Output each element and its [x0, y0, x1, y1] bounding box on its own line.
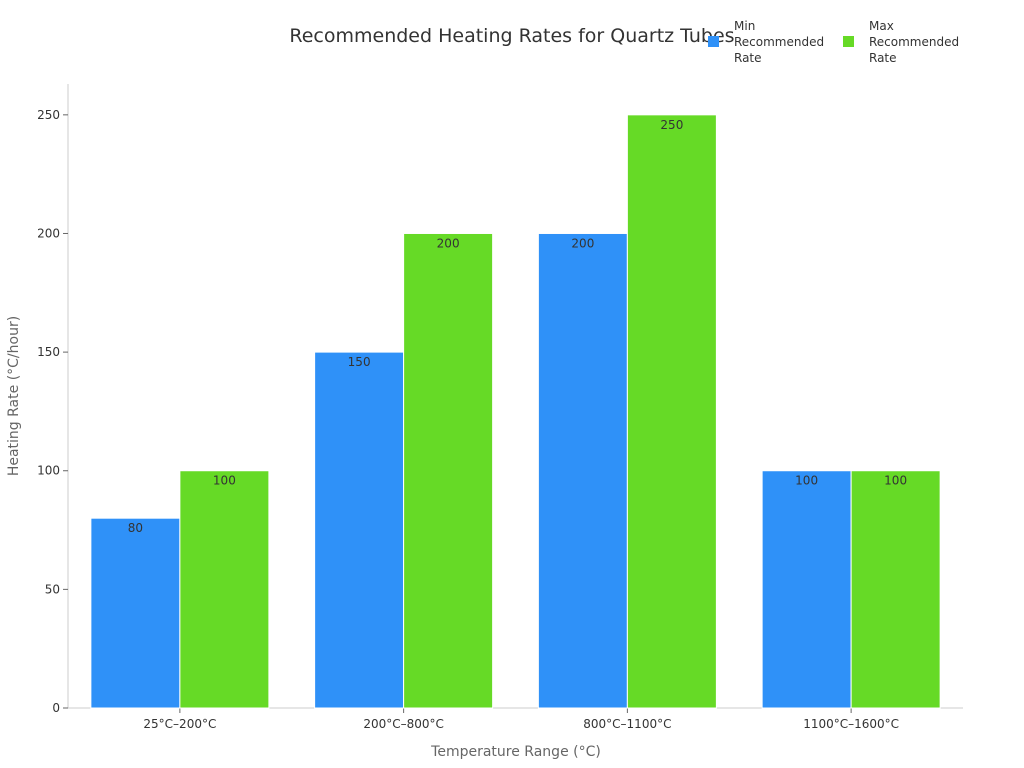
data-label: 250: [660, 118, 683, 132]
y-tick-label: 150: [37, 345, 60, 359]
y-tick-label: 50: [45, 582, 60, 596]
legend-label: Rate: [734, 51, 762, 65]
data-label: 200: [437, 236, 460, 250]
x-tick-label: 1100°C–1600°C: [803, 717, 899, 731]
data-label: 200: [571, 236, 594, 250]
chart-title: Recommended Heating Rates for Quartz Tub…: [289, 25, 734, 47]
data-label: 100: [213, 474, 236, 488]
legend-label: Recommended: [869, 35, 959, 49]
bar-max: [626, 114, 717, 709]
y-axis-label: Heating Rate (°C/hour): [6, 316, 22, 476]
legend-label: Min: [734, 19, 755, 33]
bar-min: [761, 470, 852, 709]
data-label: 150: [348, 355, 371, 369]
data-label: 80: [128, 521, 143, 535]
x-tick-label: 25°C–200°C: [143, 717, 216, 731]
legend-label: Max: [869, 19, 894, 33]
y-tick-label: 100: [37, 464, 60, 478]
bar-max: [179, 470, 270, 709]
bar-min: [90, 517, 181, 709]
y-tick-label: 0: [52, 701, 60, 715]
legend-swatch: [708, 36, 719, 47]
y-tick-label: 200: [37, 226, 60, 240]
x-axis-label: Temperature Range (°C): [430, 744, 601, 760]
x-tick-label: 200°C–800°C: [363, 717, 444, 731]
legend-swatch: [843, 36, 854, 47]
legend-label: Recommended: [734, 35, 824, 49]
bar-max: [403, 232, 494, 709]
data-label: 100: [795, 474, 818, 488]
legend-label: Rate: [869, 51, 897, 65]
bar-min: [537, 232, 628, 709]
y-tick-label: 250: [37, 108, 60, 122]
x-tick-label: 800°C–1100°C: [583, 717, 671, 731]
data-label: 100: [884, 474, 907, 488]
bar-min: [314, 351, 405, 709]
bar-max: [850, 470, 941, 709]
